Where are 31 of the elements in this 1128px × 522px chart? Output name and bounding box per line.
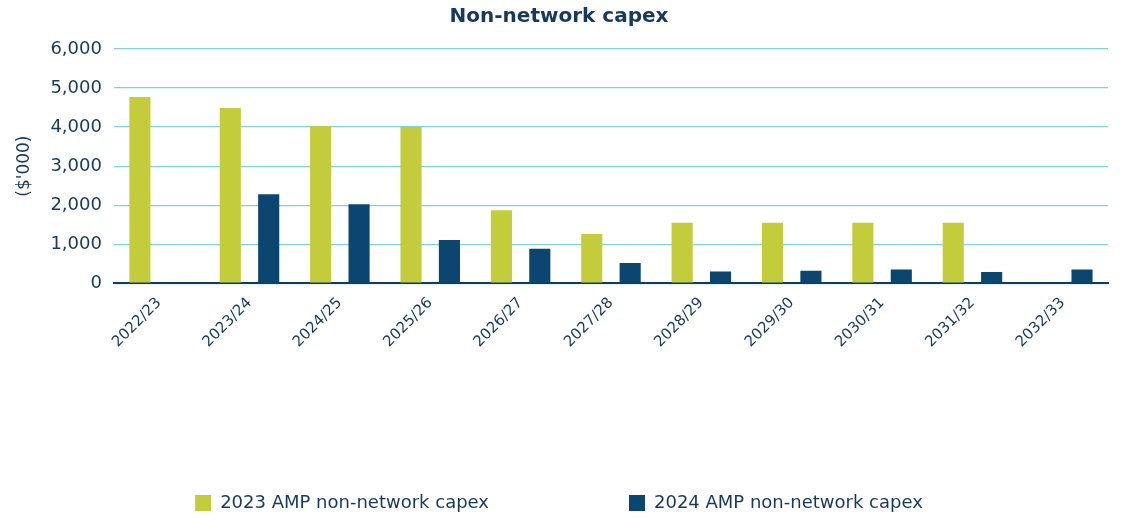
y-tick-label: 0 (90, 270, 102, 292)
y-tick-label: 6,000 (50, 36, 102, 58)
bar (800, 270, 822, 283)
bar (671, 222, 693, 283)
y-tick-label: 5,000 (50, 75, 102, 97)
bar (438, 239, 460, 283)
bar (581, 234, 603, 283)
legend-label: 2024 AMP non-network capex (654, 490, 924, 512)
bar (310, 126, 332, 283)
bar (258, 194, 280, 283)
bar (761, 222, 784, 283)
bar (490, 210, 512, 283)
y-tick-label: 4,000 (50, 114, 102, 136)
bar (219, 107, 241, 283)
chart-title: Non-network capex (449, 3, 669, 28)
bar (890, 269, 912, 283)
y-tick-label: 3,000 (50, 153, 102, 175)
bar (981, 271, 1003, 283)
bar (400, 127, 422, 283)
bar (852, 222, 874, 283)
y-tick-label: 2,000 (50, 192, 102, 214)
y-tick-label: 1,000 (50, 231, 102, 253)
bar (348, 204, 370, 283)
legend-label: 2023 AMP non-network capex (220, 490, 490, 512)
y-axis-title: ($'000) (12, 135, 33, 197)
bar (529, 248, 551, 283)
bar (129, 97, 151, 283)
bar (619, 262, 641, 283)
bar (1071, 269, 1093, 283)
bar (942, 222, 964, 283)
bar (709, 271, 732, 283)
